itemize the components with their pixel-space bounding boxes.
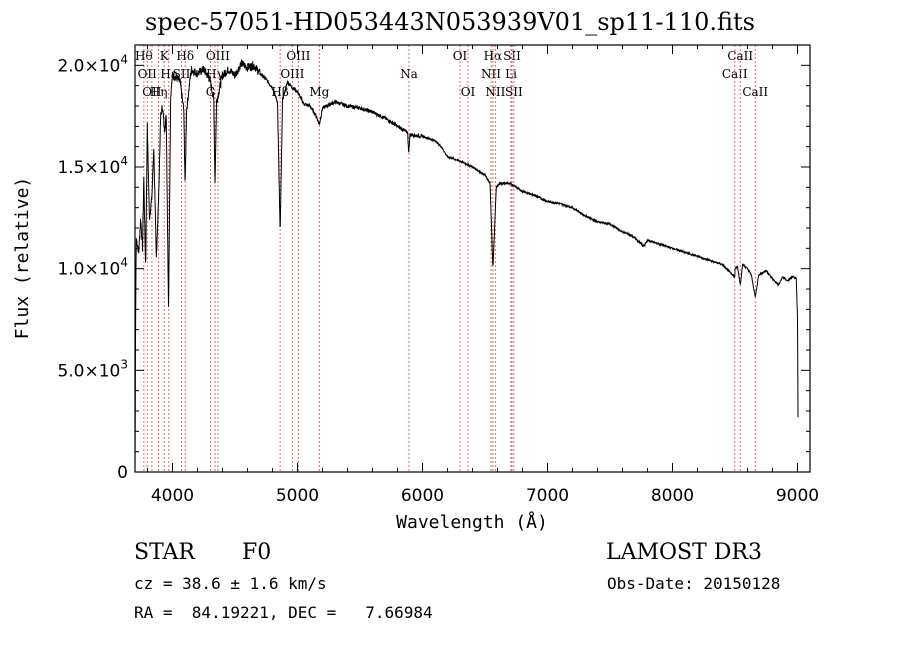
spectral-line-label: SII — [503, 49, 521, 63]
redshift-text: cz = 38.6 ± 1.6 km/s — [134, 574, 327, 593]
y-tick-label: 0 — [117, 463, 128, 483]
spectral-line-label: CaII — [727, 49, 753, 63]
y-tick-label: 5.0×103 — [57, 357, 128, 381]
spectrum-layer — [134, 59, 799, 468]
spectral-line-label: OIII — [206, 49, 230, 63]
spectral-line-label: OIII — [280, 67, 304, 81]
x-tick-label: 5000 — [276, 486, 319, 506]
spectral-line-label: OIII — [286, 49, 310, 63]
spectral-line-label: K — [160, 49, 170, 63]
spectral-line-label: Hδ — [176, 49, 194, 63]
x-tick-label: 4000 — [151, 486, 194, 506]
spectral-line-label: NII — [485, 85, 505, 99]
spectral-line-label: Li — [505, 67, 517, 81]
observation-date: Obs-Date: 20150128 — [607, 574, 781, 593]
chart-title: spec-57051-HD053443N053939V01_sp11-110.f… — [145, 8, 755, 36]
spectral-lines-layer: HθOIIOIIHηKHεHδSIIGHγOIIIHβOIIIOIIIMgNaO… — [135, 45, 768, 472]
spectral-line-label: Hη — [150, 85, 168, 99]
x-tick-label: 9000 — [776, 486, 819, 506]
y-tick-label: 1.5×104 — [57, 154, 128, 178]
spectral-line-label: OI — [461, 85, 476, 99]
spectral-line-label: NII — [481, 67, 501, 81]
survey-name: LAMOST DR3 — [606, 540, 762, 565]
spectral-line-label: OI — [453, 49, 468, 63]
spectral-line-label: G — [206, 85, 216, 99]
y-axis-label: Flux (relative) — [12, 177, 33, 340]
spectrum-line — [134, 59, 799, 468]
spectral-subclass: F0 — [242, 540, 272, 565]
spectral-line-label: CaII — [722, 67, 748, 81]
spectral-line-label: Hα — [484, 49, 503, 63]
spectral-line-label: SII — [505, 85, 523, 99]
spectral-line-label: Na — [400, 67, 418, 81]
axis-ticks-layer: 4000 5000 6000 7000 8000 9000 0 5.0×103 1.0×104 1… — [57, 44, 819, 506]
y-tick-label: 2.0×104 — [57, 52, 128, 76]
x-tick-label: 6000 — [401, 486, 444, 506]
y-tick-label: 1.0×104 — [57, 256, 128, 280]
spectral-line-label: Mg — [309, 85, 329, 99]
spectral-line-label: CaII — [742, 85, 768, 99]
x-tick-label: 8000 — [651, 486, 694, 506]
spectral-line-label: OII — [142, 85, 162, 99]
spectral-line-label: Hθ — [135, 49, 153, 63]
x-tick-label: 7000 — [526, 486, 569, 506]
object-type: STAR — [134, 540, 195, 565]
x-axis-label: Wavelength (Å) — [396, 511, 548, 533]
spectral-line-label: OII — [138, 67, 158, 81]
coordinates-text: RA = 84.19221, DEC = 7.66984 — [134, 603, 433, 622]
